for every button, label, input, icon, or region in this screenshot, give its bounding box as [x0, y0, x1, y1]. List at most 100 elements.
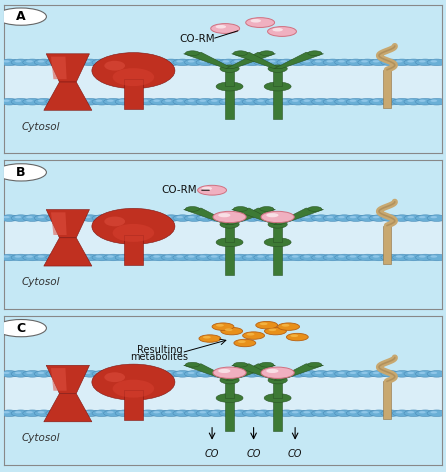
Circle shape: [0, 320, 46, 337]
Circle shape: [46, 371, 65, 377]
Bar: [4, 219, 442, 256]
Circle shape: [81, 371, 100, 377]
Circle shape: [46, 99, 65, 105]
Circle shape: [161, 254, 181, 261]
Bar: [124, 390, 143, 420]
Circle shape: [261, 367, 294, 379]
Circle shape: [95, 411, 102, 413]
Circle shape: [281, 324, 289, 327]
Circle shape: [369, 215, 388, 221]
Bar: [383, 381, 391, 420]
Circle shape: [34, 215, 54, 221]
Bar: [273, 242, 282, 275]
Circle shape: [199, 216, 206, 218]
Circle shape: [107, 372, 114, 374]
Circle shape: [225, 329, 233, 331]
Circle shape: [257, 216, 264, 218]
Circle shape: [173, 254, 192, 261]
Circle shape: [384, 60, 391, 62]
Circle shape: [315, 372, 322, 374]
Circle shape: [326, 411, 333, 413]
Circle shape: [381, 215, 400, 221]
Circle shape: [37, 100, 45, 102]
Circle shape: [326, 255, 333, 258]
Circle shape: [430, 255, 437, 258]
Circle shape: [381, 254, 400, 261]
Circle shape: [107, 255, 114, 258]
Circle shape: [286, 333, 308, 341]
Circle shape: [61, 100, 67, 102]
Circle shape: [203, 336, 211, 338]
Circle shape: [373, 255, 380, 258]
Circle shape: [153, 372, 160, 374]
Polygon shape: [274, 364, 323, 380]
Circle shape: [142, 100, 149, 102]
Circle shape: [188, 60, 194, 62]
Circle shape: [219, 99, 239, 105]
Circle shape: [26, 255, 33, 258]
Circle shape: [358, 215, 377, 221]
Circle shape: [173, 410, 192, 416]
Circle shape: [312, 99, 331, 105]
Circle shape: [265, 215, 285, 221]
Circle shape: [369, 371, 388, 377]
Circle shape: [231, 410, 250, 416]
Circle shape: [95, 372, 102, 374]
Circle shape: [246, 372, 252, 374]
Circle shape: [268, 26, 297, 36]
Text: metabolites: metabolites: [131, 352, 189, 362]
Circle shape: [392, 410, 412, 416]
Ellipse shape: [216, 238, 243, 247]
Circle shape: [188, 372, 194, 374]
Text: B: B: [17, 166, 26, 179]
Circle shape: [3, 60, 10, 62]
Circle shape: [396, 255, 403, 258]
Circle shape: [254, 59, 273, 66]
Circle shape: [103, 254, 123, 261]
Circle shape: [350, 100, 356, 102]
Bar: [4, 63, 442, 101]
Circle shape: [231, 59, 250, 66]
Circle shape: [396, 60, 403, 62]
Ellipse shape: [268, 65, 287, 72]
Circle shape: [176, 60, 183, 62]
Circle shape: [384, 255, 391, 258]
Circle shape: [254, 371, 273, 377]
Circle shape: [138, 254, 157, 261]
Circle shape: [103, 59, 123, 66]
Circle shape: [312, 215, 331, 221]
Polygon shape: [46, 210, 90, 238]
Circle shape: [72, 411, 79, 413]
Circle shape: [49, 100, 56, 102]
Circle shape: [289, 215, 308, 221]
Circle shape: [46, 410, 65, 416]
Circle shape: [246, 100, 252, 102]
Circle shape: [350, 60, 356, 62]
Circle shape: [265, 254, 285, 261]
Circle shape: [315, 100, 322, 102]
Circle shape: [280, 216, 287, 218]
Bar: [124, 79, 143, 109]
Bar: [383, 226, 391, 264]
Circle shape: [257, 60, 264, 62]
Circle shape: [427, 59, 446, 66]
Circle shape: [315, 255, 322, 258]
Circle shape: [269, 60, 276, 62]
Circle shape: [37, 255, 45, 258]
Circle shape: [153, 255, 160, 258]
Circle shape: [11, 99, 30, 105]
Circle shape: [49, 255, 56, 258]
Circle shape: [15, 216, 21, 218]
Circle shape: [49, 216, 56, 218]
Circle shape: [358, 254, 377, 261]
Bar: [273, 380, 282, 398]
Polygon shape: [226, 364, 276, 380]
Circle shape: [0, 371, 19, 377]
Circle shape: [81, 410, 100, 416]
Circle shape: [234, 100, 241, 102]
Circle shape: [369, 99, 388, 105]
Circle shape: [381, 371, 400, 377]
Circle shape: [361, 255, 368, 258]
Ellipse shape: [186, 51, 199, 56]
Ellipse shape: [234, 362, 248, 367]
